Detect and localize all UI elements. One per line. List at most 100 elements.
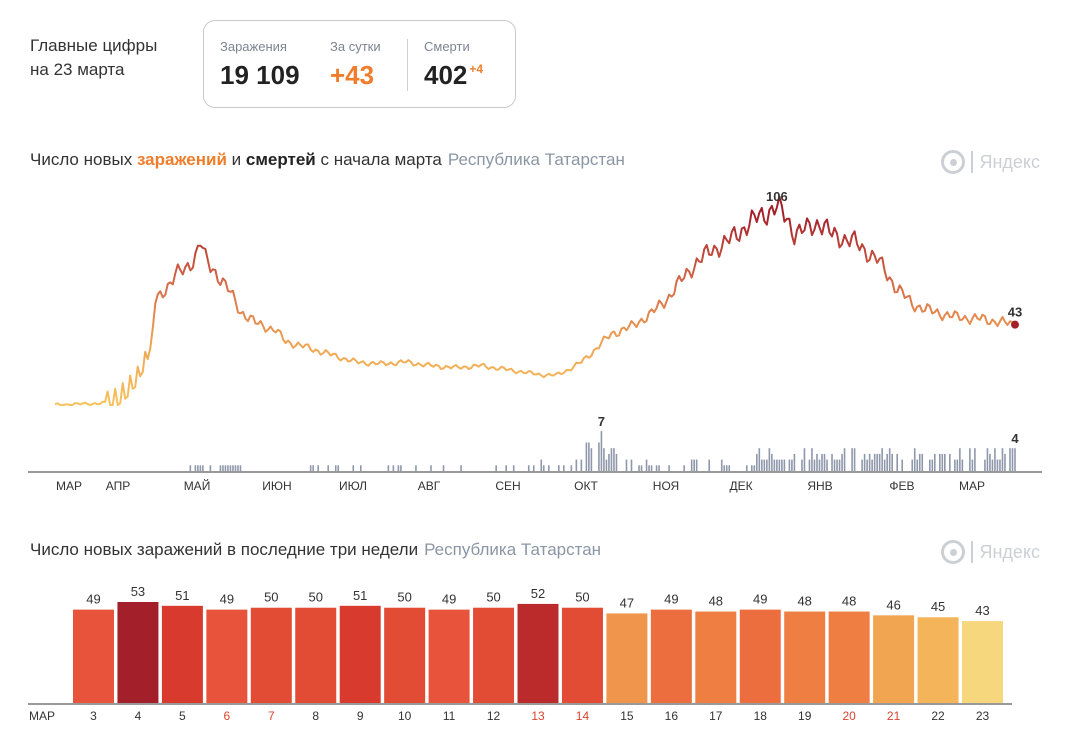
stat-deaths-delta: +4 — [469, 62, 484, 76]
deaths-bar — [771, 453, 773, 471]
day-bar-value: 48 — [797, 594, 811, 609]
day-bar-value: 49 — [86, 592, 100, 607]
deaths-bar — [763, 459, 766, 471]
cases-peak-label: 106 — [766, 189, 788, 204]
deaths-bar — [831, 453, 833, 471]
day-bar — [517, 603, 559, 703]
stat-cases: Заражения 19 109 — [220, 39, 300, 91]
deaths-bar — [816, 453, 818, 471]
x-tick-label: АПР — [106, 479, 131, 493]
stat-deaths-value-wrap: 402 +4 — [424, 60, 483, 91]
deaths-bar — [921, 453, 924, 471]
deaths-bar — [725, 465, 728, 471]
deaths-bar — [811, 448, 813, 471]
deaths-bar — [728, 465, 731, 471]
deaths-bar — [585, 442, 588, 471]
deaths-bar — [337, 465, 340, 471]
deaths-bar — [883, 459, 886, 471]
day-bar — [473, 607, 515, 703]
deaths-bar — [202, 465, 204, 471]
deaths-bar — [768, 448, 771, 471]
deaths-bar — [888, 448, 891, 471]
chart2-brand-text: Яндекс — [979, 541, 1040, 562]
deaths-bar — [392, 465, 395, 471]
stat-deaths: Смерти 402 +4 — [424, 39, 483, 91]
deaths-bar — [400, 465, 402, 471]
deaths-bar — [833, 459, 836, 471]
day-label: 17 — [709, 709, 723, 723]
deaths-bar — [918, 453, 921, 471]
x-tick-label: ЯНВ — [807, 479, 832, 493]
deaths-bar — [939, 453, 941, 471]
chart1-title-part2: и — [226, 150, 246, 169]
deaths-bar — [781, 459, 783, 471]
key-figures-box: Заражения 19 109 За сутки +43 Смерти 402… — [203, 20, 516, 108]
deaths-bar — [878, 453, 881, 471]
x-tick-label: МАР — [959, 479, 985, 493]
deaths-bar — [708, 459, 711, 471]
day-bar — [739, 609, 781, 703]
day-label: 15 — [620, 709, 634, 723]
deaths-bar — [625, 459, 628, 471]
deaths-bar — [442, 465, 445, 471]
chart1-region: Республика Татарстан — [447, 150, 625, 169]
cases-deaths-chart: МАР АПР МАЙ ИЮН ИЮЛ АВГ СЕН ОКТ НОЯ ДЕК ЯНВ ФЕВ МАР … — [28, 189, 1042, 493]
deaths-bar — [317, 465, 319, 471]
deaths-bar — [640, 465, 643, 471]
deaths-bar — [600, 431, 603, 471]
key-figures-title-line1: Главные цифры — [30, 36, 158, 55]
stat-deaths-value: 402 — [424, 60, 468, 90]
day-bar — [117, 602, 159, 703]
day-bar — [962, 621, 1003, 703]
deaths-bar — [866, 459, 868, 471]
deaths-bar — [580, 459, 583, 471]
day-bar — [784, 611, 826, 703]
deaths-bar — [901, 459, 904, 471]
deaths-bar — [783, 459, 786, 471]
deaths-bar — [415, 465, 417, 471]
day-label: 8 — [312, 709, 319, 723]
deaths-bar — [610, 448, 613, 471]
deaths-bar — [838, 459, 841, 471]
deaths-bar — [793, 453, 796, 471]
deaths-last-label: 4 — [1011, 431, 1019, 446]
deaths-bar — [756, 453, 758, 471]
day-bar — [206, 609, 248, 703]
deaths-bar — [841, 453, 843, 471]
deaths-bar — [753, 465, 756, 471]
stat-cases-label: Заражения — [220, 39, 287, 54]
day-bar-value: 49 — [220, 592, 234, 607]
deaths-bar — [309, 465, 312, 471]
deaths-bar — [648, 465, 650, 471]
deaths-max-label: 7 — [598, 414, 605, 429]
x-tick-label: СЕН — [495, 479, 520, 493]
day-bar — [650, 609, 692, 703]
yandex-logo-icon — [941, 150, 966, 174]
day-bar-value: 50 — [486, 590, 500, 605]
deaths-bar — [873, 453, 876, 471]
deaths-bar — [199, 465, 202, 471]
deaths-bar — [645, 459, 648, 471]
day-label: 14 — [576, 709, 590, 723]
day-bar — [339, 605, 381, 703]
deaths-bar — [194, 465, 197, 471]
day-bar-value: 49 — [442, 592, 456, 607]
deaths-bar — [788, 459, 791, 471]
deaths-bar — [961, 459, 964, 471]
deaths-bar — [823, 453, 826, 471]
day-label: 5 — [179, 709, 186, 723]
deaths-bar — [397, 465, 400, 471]
deaths-bar — [239, 465, 242, 471]
chart1-title: Число новых заражений и смертей с начала… — [30, 150, 625, 170]
x-axis-ticks: МАР АПР МАЙ ИЮН ИЮЛ АВГ СЕН ОКТ НОЯ ДЕК ЯНВ ФЕВ МАР — [56, 478, 985, 493]
day-bar — [695, 611, 737, 703]
deaths-bar — [1014, 448, 1016, 471]
cases-last-point — [1011, 320, 1019, 329]
deaths-bar — [808, 459, 811, 471]
deaths-bar — [996, 459, 999, 471]
day-label: 7 — [268, 709, 275, 723]
deaths-bar — [891, 453, 893, 471]
deaths-bar — [588, 442, 590, 471]
deaths-bar — [312, 465, 314, 471]
